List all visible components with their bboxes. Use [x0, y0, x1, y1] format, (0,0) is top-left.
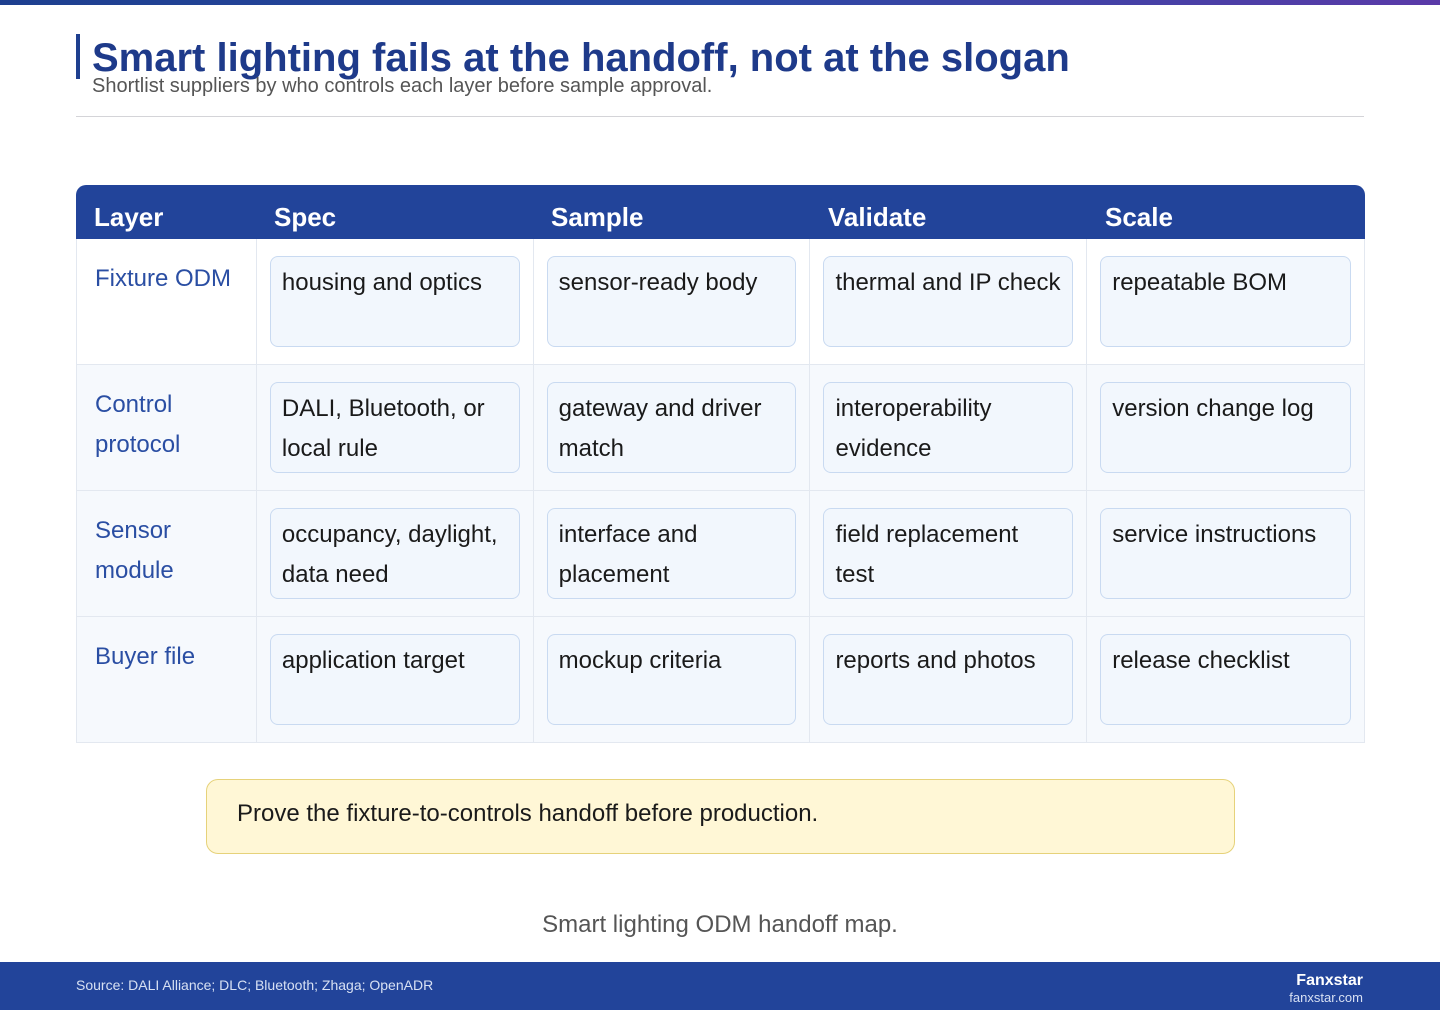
- layer-label: Sensor module: [95, 517, 174, 584]
- table-card: thermal and IP check: [823, 256, 1074, 347]
- column-header-layer: Layer: [94, 202, 164, 232]
- page-title: Smart lighting fails at the handoff, not…: [92, 36, 1070, 80]
- page-subtitle: Shortlist suppliers by who controls each…: [92, 75, 713, 97]
- table-cell: version change log: [1087, 365, 1365, 490]
- table-cell: thermal and IP check: [810, 239, 1088, 364]
- column-header-validate: Validate: [828, 202, 927, 232]
- table-cell: occupancy, daylight, data need: [257, 491, 534, 616]
- header-divider: [76, 116, 1364, 117]
- source-note: Source: DALI Alliance; DLC; Bluetooth; Z…: [76, 977, 434, 993]
- brand-name: Fanxstar: [1296, 972, 1363, 989]
- table-row: Sensor module occupancy, daylight, data …: [76, 491, 1365, 617]
- brand-block: Fanxstar fanxstar.com: [1289, 972, 1363, 1005]
- table-row: Control protocol DALI, Bluetooth, or loc…: [76, 365, 1365, 491]
- layer-cell: Control protocol: [77, 365, 257, 490]
- table-card: version change log: [1100, 382, 1351, 473]
- table-card: gateway and driver match: [546, 382, 797, 473]
- layer-label: Buyer file: [95, 643, 196, 670]
- table-cell: service instructions: [1087, 491, 1365, 616]
- table-card: service instructions: [1100, 508, 1351, 599]
- table-card: release checklist: [1100, 634, 1351, 725]
- table-card: application target: [269, 634, 520, 725]
- table-cell: mockup criteria: [534, 617, 811, 742]
- table-card: sensor-ready body: [546, 256, 797, 347]
- table-header-row: Layer Spec Sample Validate Scale: [76, 185, 1365, 239]
- layer-cell: Fixture ODM: [77, 239, 257, 364]
- table-cell: DALI, Bluetooth, or local rule: [257, 365, 534, 490]
- column-header-scale: Scale: [1105, 202, 1173, 232]
- table-cell: repeatable BOM: [1087, 239, 1365, 364]
- table-row: Buyer file application target mockup cri…: [76, 617, 1365, 743]
- table-card: mockup criteria: [546, 634, 797, 725]
- handoff-table: Layer Spec Sample Validate Scale Fixture…: [76, 185, 1365, 743]
- table-cell: release checklist: [1087, 617, 1365, 742]
- table-card: reports and photos: [823, 634, 1074, 725]
- table-cell: interface and placement: [534, 491, 811, 616]
- table-card: interface and placement: [546, 508, 797, 599]
- layer-label: Control protocol: [95, 391, 181, 458]
- table-card: field replacement test: [823, 508, 1074, 599]
- table-cell: reports and photos: [810, 617, 1088, 742]
- key-takeaway-callout: Prove the fixture-to-controls handoff be…: [206, 779, 1235, 854]
- layer-label: Fixture ODM: [95, 265, 232, 292]
- layer-cell: Sensor module: [77, 491, 257, 616]
- title-accent-mark: [76, 34, 80, 79]
- table-cell: application target: [257, 617, 534, 742]
- table-row: Fixture ODM housing and optics sensor-re…: [76, 239, 1365, 365]
- table-cell: interoperability evidence: [810, 365, 1088, 490]
- table-card: DALI, Bluetooth, or local rule: [269, 382, 520, 473]
- figure-caption: Smart lighting ODM handoff map.: [542, 911, 898, 938]
- table-card: interoperability evidence: [823, 382, 1074, 473]
- table-card: occupancy, daylight, data need: [269, 508, 520, 599]
- table-card: repeatable BOM: [1100, 256, 1351, 347]
- table-card: housing and optics: [269, 256, 520, 347]
- brand-url: fanxstar.com: [1289, 990, 1363, 1005]
- table-cell: gateway and driver match: [534, 365, 811, 490]
- column-header-spec: Spec: [274, 202, 337, 232]
- layer-cell: Buyer file: [77, 617, 257, 742]
- table-cell: housing and optics: [257, 239, 534, 364]
- footer-bar: Source: DALI Alliance; DLC; Bluetooth; Z…: [0, 962, 1440, 1010]
- table-cell: field replacement test: [810, 491, 1088, 616]
- table-cell: sensor-ready body: [534, 239, 811, 364]
- top-accent-bar: [0, 0, 1440, 5]
- column-header-sample: Sample: [551, 202, 644, 232]
